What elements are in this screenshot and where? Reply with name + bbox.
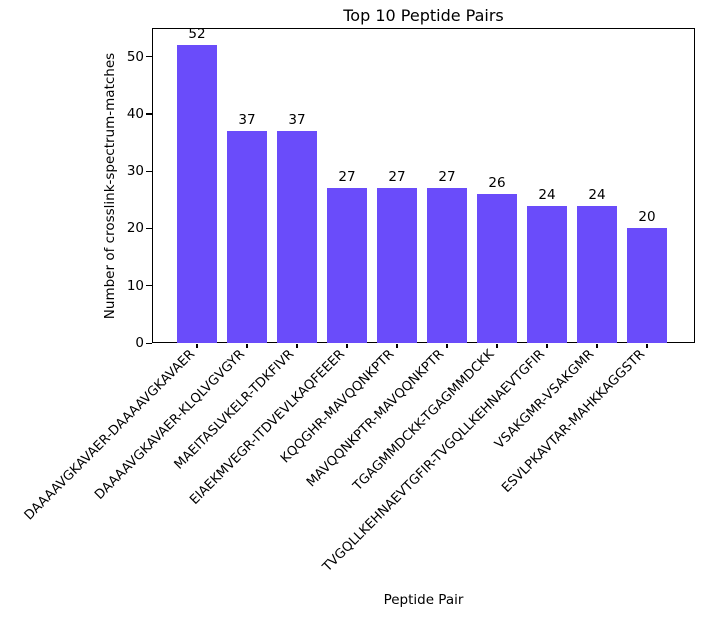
x-tick-mark — [196, 344, 198, 348]
bar — [627, 228, 667, 343]
y-tick-mark — [146, 342, 152, 344]
y-tick-label: 40 — [126, 105, 144, 122]
x-tick-label: DAAAAVGKAVAER-DAAAAVGKAVAER — [21, 347, 198, 524]
x-tick-mark — [346, 344, 348, 348]
y-tick-mark — [146, 227, 152, 230]
bar-value-label: 24 — [588, 186, 606, 203]
x-tick-mark — [596, 344, 598, 348]
x-axis-label: Peptide Pair — [383, 592, 464, 608]
chart-title: Top 10 Peptide Pairs — [343, 6, 504, 25]
y-tick-label: 20 — [126, 220, 144, 237]
y-tick-mark — [146, 285, 152, 287]
y-tick-mark — [146, 170, 152, 172]
y-tick-label: 30 — [126, 163, 144, 180]
bar — [577, 205, 617, 343]
bar-value-label: 52 — [188, 26, 206, 43]
y-tick-label: 10 — [126, 277, 144, 294]
x-tick-label: VSAKGMR-VSAKGMR — [492, 347, 598, 453]
bar — [427, 188, 467, 343]
bar-value-label: 27 — [388, 169, 406, 186]
bar — [277, 131, 317, 343]
x-tick-mark — [396, 344, 398, 348]
bar-value-label: 27 — [338, 169, 356, 186]
bar-value-label: 37 — [288, 112, 306, 129]
bar-value-label: 24 — [538, 186, 556, 203]
bar-value-label: 27 — [438, 169, 456, 186]
bar-value-label: 20 — [638, 209, 656, 226]
bar — [477, 194, 517, 343]
y-tick-mark — [146, 113, 152, 115]
x-tick-mark — [496, 344, 498, 348]
x-tick-mark — [546, 344, 548, 348]
bar-value-label: 37 — [238, 112, 256, 129]
x-tick-mark — [446, 344, 448, 348]
bar — [227, 131, 267, 343]
x-tick-mark — [246, 344, 248, 348]
y-tick-mark — [146, 56, 152, 58]
bar — [527, 205, 567, 343]
y-tick-label: 50 — [126, 48, 144, 65]
x-tick-mark — [296, 344, 298, 348]
bar — [377, 188, 417, 343]
y-tick-label: 0 — [135, 335, 144, 351]
bar-value-label: 26 — [488, 175, 506, 192]
bar — [177, 45, 217, 343]
x-tick-mark — [646, 344, 648, 348]
bar — [327, 188, 367, 343]
